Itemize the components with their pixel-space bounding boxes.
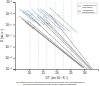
legend-label: Autodiffusion enl'état liquide [82,4,96,8]
line-label: Ni [54,20,57,23]
tick-label: 20 [55,71,59,75]
data-line [27,20,85,68]
data-line [37,16,90,69]
tick: 10⁻¹² [6,23,15,27]
line-label: Au [50,14,53,17]
tick-mark [13,58,15,59]
caption: The dashed vertical lines point out some… [16,81,85,85]
legend-swatch [78,6,81,7]
line-label: Al [37,13,40,16]
x-axis-label: 1/T (en 10⁻¹ K⁻¹) [45,76,67,80]
data-line [43,16,91,69]
tick-mark [13,24,15,25]
tick: 10⁻⁸ [6,0,15,4]
vline [38,2,39,69]
tick-mark [13,69,15,70]
chart: 101520253010⁻⁸10⁻¹⁰10⁻¹²10⁻¹⁴10⁻¹⁶10⁻¹⁸1… [0,0,100,86]
x-axis: 10 15 20 25 30 [16,69,99,75]
tick: 10⁻²⁰ [6,67,15,71]
line-label: Au [47,22,50,25]
tick-label: 10⁻⁸ [6,0,12,4]
series [19,8,77,33]
axis-line [13,3,16,70]
legend-label-line: l'état liquide [82,6,93,8]
tick: 25 [69,69,73,75]
tick-mark [13,36,15,37]
tick-label: 10⁻¹² [6,23,12,27]
legend-swatch [78,11,81,12]
tick: 10 [28,69,32,75]
tick-label: 10⁻¹⁴ [5,34,12,38]
legend-box [77,3,97,14]
tick: 10⁻¹⁸ [5,56,15,60]
tick-mark [13,13,15,14]
data-line [40,16,91,69]
y-axis-label: D (m² s⁻¹) [0,29,4,42]
vline [63,2,64,69]
data-line [50,14,93,69]
line-label: Ni [57,14,60,17]
tick-mark [13,47,15,48]
legend-label-line: intergranulaire [82,11,96,13]
tick-label: 30 [83,71,87,75]
line-label: Zn [33,25,36,28]
data-line [22,10,39,25]
tick: 10⁻¹⁶ [5,45,15,49]
tick-label: 10⁻¹⁸ [5,56,12,60]
series [19,14,92,69]
data-line [32,18,87,69]
tick-label: 10⁻¹⁶ [5,45,12,49]
tick: 20 [55,69,59,75]
tick-label: 10⁻²⁰ [6,67,12,71]
vline [30,2,31,69]
line-label: Sn [26,21,29,24]
tick: 30 [83,69,87,75]
tick-label: 10 [28,71,32,75]
legend-label: Autodiffusionintergranulaire [82,9,96,13]
tick-label: 15 [41,71,45,75]
line-label: Zn [30,13,33,16]
data-line [50,8,78,33]
line-label: Al [37,23,40,26]
tick-label: 10⁻¹⁰ [6,12,12,16]
tick: 10⁻¹⁴ [5,34,15,38]
tick: 15 [41,69,45,75]
legend: Autodiffusion enl'état liquideAutodiffus… [77,3,97,14]
y-axis: 10⁻⁸ 10⁻¹⁰ 10⁻¹² 10⁻¹⁴ 10⁻¹⁶ 10⁻¹⁸ 10⁻²⁰ [5,0,15,71]
caption-line: the melting temperatures of the element … [23,83,77,85]
tick: 10⁻¹⁰ [6,12,15,16]
tick-label: 25 [69,71,73,75]
data-line [25,10,42,26]
line-labels: SnBiPbZnAlCuAgAuNiSnBiPbZnAlCuAgAuNi [22,11,60,30]
tick-mark [13,2,15,3]
